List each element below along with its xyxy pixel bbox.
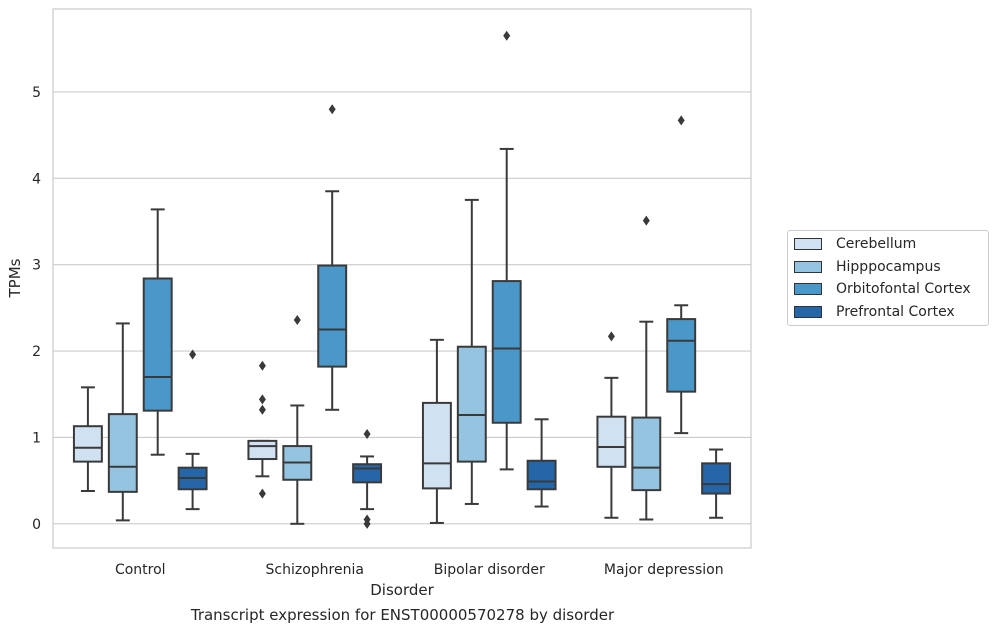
plot-area-frame [52,8,752,549]
outlier-point [328,104,336,115]
y-tick-label: 1 [32,430,41,446]
box-iqr [107,413,138,493]
legend-label: Orbitofontal Cortex [836,281,971,297]
outlier-point [258,394,266,405]
legend-item-cerebellum: Cerebellum [794,234,916,254]
legend-item-hippocampus: Hipppocampus [794,257,941,277]
legend-item-orbitofrontal-cortex: Orbitofontal Cortex [794,279,971,299]
x-tick-labels: Control Schizophrenia Bipolar disorder Majo… [115,562,724,578]
series-prefrontal-cortex [177,349,732,529]
outlier-point [363,518,371,529]
box-iqr [456,345,487,463]
x-tick-label: Major depression [604,562,724,578]
outlier-point [503,30,511,41]
box-iqr [72,425,103,463]
y-tick-label: 3 [32,258,41,274]
x-axis-label: Disorder [370,581,434,599]
legend-swatch-prefrontal-cortex [794,306,822,318]
y-tick-label: 2 [32,344,41,360]
box-iqr [247,439,278,461]
outlier-point [189,349,197,360]
outlier-point [642,215,650,226]
box-iqr [142,277,173,412]
y-axis-label: TPMs [6,258,24,298]
chart-caption: Transcript expression for ENST0000057027… [190,606,615,624]
x-tick-label: Control [115,562,166,578]
x-tick-label: Bipolar disorder [434,562,545,578]
outlier-point [363,428,371,439]
box-iqr [526,459,557,491]
box-marks [72,30,732,529]
x-tick-label: Schizophrenia [266,562,364,578]
y-tick-labels: 0 1 2 3 4 5 [32,85,41,533]
box-iqr [491,280,522,424]
outlier-point [607,331,615,342]
y-tick-label: 4 [32,171,41,187]
box-iqr [596,415,627,468]
outlier-point [258,360,266,371]
series-cerebellum [72,331,627,524]
y-tick-label: 0 [32,517,41,533]
y-tick-label: 5 [32,85,41,101]
legend-swatch-cerebellum [794,238,822,250]
box-iqr [631,416,662,492]
outlier-point [677,115,685,126]
outlier-point [258,488,266,499]
outlier-point [258,404,266,415]
legend-label: Cerebellum [836,236,917,252]
legend-swatch-orbitofrontal-cortex [794,283,822,295]
legend-swatch-hippocampus [794,261,822,273]
legend-label: Hipppocampus [836,259,941,275]
series-hipppocampus [107,198,662,525]
box-iqr [666,318,697,393]
series-orbitofontal-cortex [142,30,697,471]
outlier-point [293,314,301,325]
box-iqr [701,462,732,495]
legend-item-prefrontal-cortex: Prefrontal Cortex [794,302,955,322]
legend-label: Prefrontal Cortex [836,304,955,320]
box-iqr [317,264,348,368]
box-iqr [352,463,383,484]
box-iqr [421,401,452,490]
legend: Cerebellum Hipppocampus Orbitofontal Cor… [787,230,989,326]
